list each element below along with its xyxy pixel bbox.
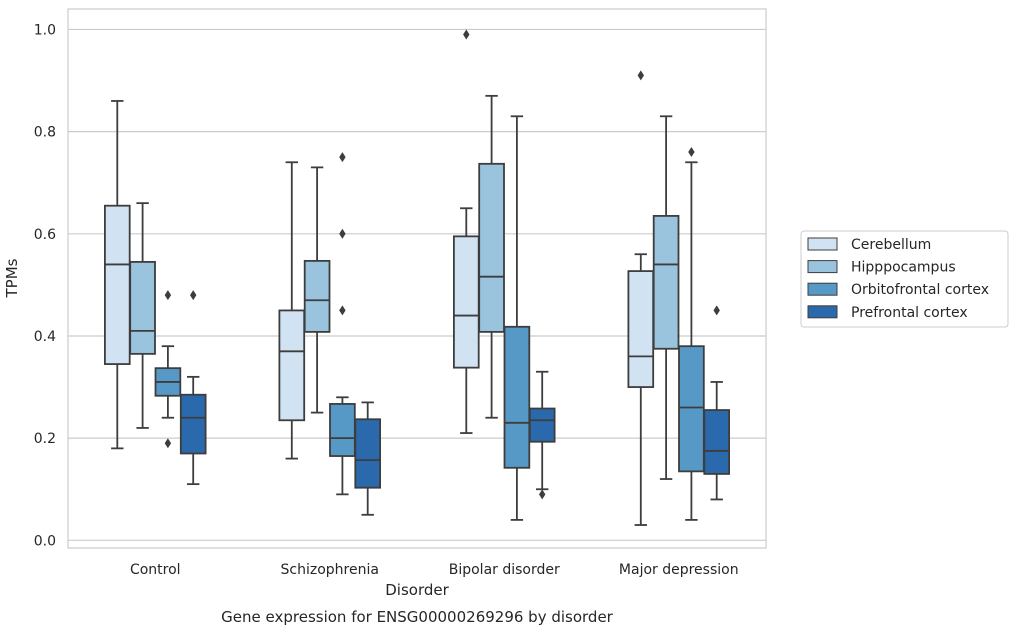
outlier-point bbox=[339, 305, 346, 316]
box-1-2 bbox=[478, 94, 505, 419]
legend-label: Cerebellum bbox=[851, 237, 931, 253]
plot-frame bbox=[67, 8, 767, 549]
box-3-3 bbox=[703, 305, 731, 501]
box-2-1 bbox=[329, 152, 356, 496]
iqr-box bbox=[703, 409, 731, 475]
x-tick-label: Control bbox=[130, 562, 181, 578]
box-2-2 bbox=[503, 115, 531, 521]
y-tick-label: 0.8 bbox=[34, 125, 56, 141]
legend-label: Hipppocampus bbox=[851, 260, 956, 276]
y-tick-label: 0.0 bbox=[34, 533, 56, 549]
iqr-box bbox=[354, 418, 382, 489]
legend-frame bbox=[800, 230, 1009, 328]
y-tick-label: 1.0 bbox=[34, 22, 56, 38]
y-tick-labels: 0.0 0.2 0.4 0.6 0.8 1.0 bbox=[34, 22, 56, 549]
x-tick-label: Major depression bbox=[619, 562, 739, 578]
box-3-1 bbox=[354, 401, 382, 516]
legend: Cerebellum Hipppocampus Orbitofrontal cort… bbox=[800, 230, 1009, 328]
iqr-box bbox=[129, 260, 156, 355]
y-tick-label: 0.2 bbox=[34, 431, 56, 447]
box-3-2 bbox=[528, 370, 556, 500]
outlier-point bbox=[637, 70, 644, 81]
figure-caption: Gene expression for ENSG00000269296 by d… bbox=[221, 608, 614, 626]
outlier-point bbox=[713, 305, 720, 316]
iqr-box bbox=[303, 259, 331, 333]
iqr-box bbox=[503, 325, 531, 469]
box-2-3 bbox=[678, 147, 705, 521]
box-1-1 bbox=[303, 166, 331, 414]
outlier-point bbox=[539, 489, 546, 500]
box-3-0 bbox=[179, 290, 207, 486]
legend-swatch bbox=[807, 282, 838, 296]
iqr-box bbox=[179, 393, 207, 455]
outlier-point bbox=[164, 438, 172, 449]
outlier-point bbox=[339, 228, 346, 239]
box-0-2 bbox=[452, 29, 480, 434]
iqr-box bbox=[329, 403, 356, 457]
iqr-box bbox=[652, 215, 680, 350]
outlier-point bbox=[688, 147, 695, 158]
iqr-box bbox=[278, 309, 306, 422]
box-1-0 bbox=[129, 202, 156, 429]
box-2-0 bbox=[154, 290, 182, 449]
legend-label: Prefrontal cortex bbox=[851, 305, 968, 321]
box-0-0 bbox=[103, 100, 131, 450]
iqr-box bbox=[478, 162, 505, 333]
iqr-box bbox=[103, 204, 131, 365]
x-axis-label: Disorder bbox=[385, 581, 449, 599]
legend-swatch bbox=[807, 305, 838, 319]
outlier-point bbox=[339, 152, 346, 163]
outlier-point bbox=[190, 290, 197, 301]
outlier-point bbox=[463, 29, 470, 40]
x-tick-labels: Control Schizophrenia Bipolar disorder Majo… bbox=[130, 562, 739, 578]
y-axis-label: TPMs bbox=[3, 258, 21, 298]
x-tick-label: Bipolar disorder bbox=[449, 562, 560, 578]
iqr-box bbox=[452, 235, 480, 369]
outlier-point bbox=[164, 290, 172, 301]
iqr-box bbox=[627, 270, 655, 388]
y-tick-label: 0.6 bbox=[34, 227, 56, 243]
iqr-box bbox=[528, 407, 556, 443]
boxes bbox=[103, 29, 731, 526]
legend-swatch bbox=[807, 260, 838, 274]
legend-swatch bbox=[807, 237, 838, 251]
box-0-1 bbox=[278, 161, 306, 460]
iqr-box bbox=[678, 345, 705, 473]
x-tick-label: Schizophrenia bbox=[281, 562, 379, 578]
box-1-3 bbox=[652, 115, 680, 480]
y-tick-label: 0.4 bbox=[34, 329, 56, 345]
legend-label: Orbitofrontal cortex bbox=[851, 282, 989, 298]
